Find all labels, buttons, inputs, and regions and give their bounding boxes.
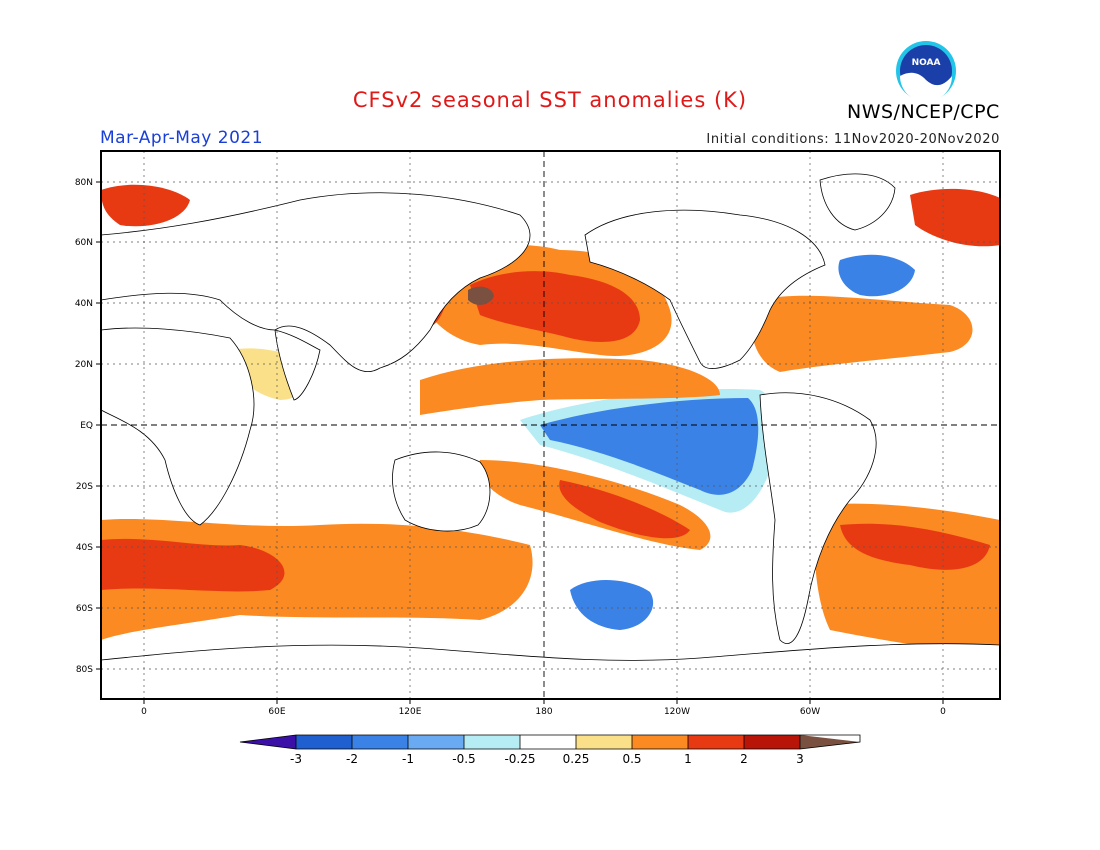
anomaly-region-north-atlantic-cold	[838, 254, 915, 297]
colorbar-segment-2	[352, 735, 408, 749]
lat-label-80s: 80S	[76, 665, 93, 675]
lon-label-60e: 60E	[268, 707, 285, 717]
lat-label-40n: 40N	[75, 299, 93, 309]
lat-label-80n: 80N	[75, 178, 93, 188]
colorbar-segment-6	[576, 735, 632, 749]
anomaly-region-north-atlantic-warm	[751, 295, 973, 372]
colorbar-label-5: 0.25	[563, 752, 590, 766]
anomaly-region-nh-subtropical-band	[420, 358, 720, 415]
lon-label-0: 0	[141, 707, 147, 717]
lon-label-120e: 120E	[399, 707, 422, 717]
lat-label-20n: 20N	[75, 360, 93, 370]
anomaly-region-south-pacific-cold	[570, 580, 654, 630]
anomaly-region-southern-ocean-strong	[101, 538, 285, 592]
lon-label-180: 180	[535, 707, 552, 717]
lon-label-60w: 60W	[800, 707, 820, 717]
colorbar-segment-4	[464, 735, 520, 749]
colorbar-label-7: 1	[684, 752, 692, 766]
colorbar-label-2: -1	[402, 752, 414, 766]
colorbar-segment-0	[240, 735, 296, 749]
colorbar-segment-10	[800, 735, 860, 749]
colorbar-segment-8	[688, 735, 744, 749]
colorbar-label-3: -0.5	[452, 752, 475, 766]
anomaly-region-south-atlantic-strong	[840, 523, 990, 570]
colorbar-label-1: -2	[346, 752, 358, 766]
continent-antarctica	[101, 643, 1000, 699]
latitude-labels: 80N 60N 40N 20N EQ 20S 40S 60S 80S	[75, 178, 93, 675]
longitude-labels: 0 60E 120E 180 120W 60W 0	[141, 707, 946, 717]
continent-greenland	[819, 173, 896, 231]
colorbar-label-4: -0.25	[504, 752, 535, 766]
continent-north-america	[584, 209, 826, 369]
agency-label: NWS/NCEP/CPC	[847, 101, 1000, 123]
colorbar-segment-1	[296, 735, 352, 749]
lat-label-20s: 20S	[76, 482, 93, 492]
anomaly-region-npac-strong	[470, 271, 640, 343]
colorbar-segment-5	[520, 735, 576, 749]
map-title: CFSv2 seasonal SST anomalies (K)	[352, 88, 748, 112]
graticule	[101, 151, 1000, 699]
anomaly-region-npac-core	[468, 286, 494, 305]
colorbar-label-0: -3	[290, 752, 302, 766]
lat-label-60n: 60N	[75, 238, 93, 248]
lat-label-eq: EQ	[80, 421, 93, 431]
colorbar-label-9: 3	[796, 752, 804, 766]
colorbar-label-6: 0.5	[622, 752, 641, 766]
colorbar-segment-3	[408, 735, 464, 749]
anomaly-region-sh-subtropical-strong	[559, 480, 690, 539]
continent-eurasia	[101, 192, 531, 373]
anomaly-region-arctic-warm-east	[910, 188, 1000, 247]
reference-lines	[101, 151, 1000, 699]
continent-south-america	[759, 392, 877, 644]
anomaly-field	[101, 151, 1000, 699]
noaa-logo-text: NOAA	[912, 58, 941, 68]
colorbar: -3 -2 -1 -0.5 -0.25 0.25 0.5 1 2 3	[239, 734, 861, 766]
tick-marks	[96, 181, 944, 704]
colorbar-segment-7	[632, 735, 688, 749]
continent-africa	[101, 327, 255, 526]
colorbar-segment-9	[744, 735, 800, 749]
lat-label-60s: 60S	[76, 604, 93, 614]
lon-label-120w: 120W	[664, 707, 690, 717]
colorbar-label-8: 2	[740, 752, 748, 766]
anomaly-region-cold-tongue	[540, 398, 759, 495]
noaa-logo: NOAA	[896, 41, 956, 102]
continent-australia	[392, 451, 491, 532]
lat-label-40s: 40S	[76, 543, 93, 553]
anomaly-region-arctic-warm-west	[101, 184, 190, 227]
season-label: Mar-Apr-May 2021	[100, 128, 264, 148]
continents	[101, 173, 1000, 699]
initial-conditions-label: Initial conditions: 11Nov2020-20Nov2020	[706, 132, 1000, 147]
lon-label-0-east: 0	[940, 707, 946, 717]
